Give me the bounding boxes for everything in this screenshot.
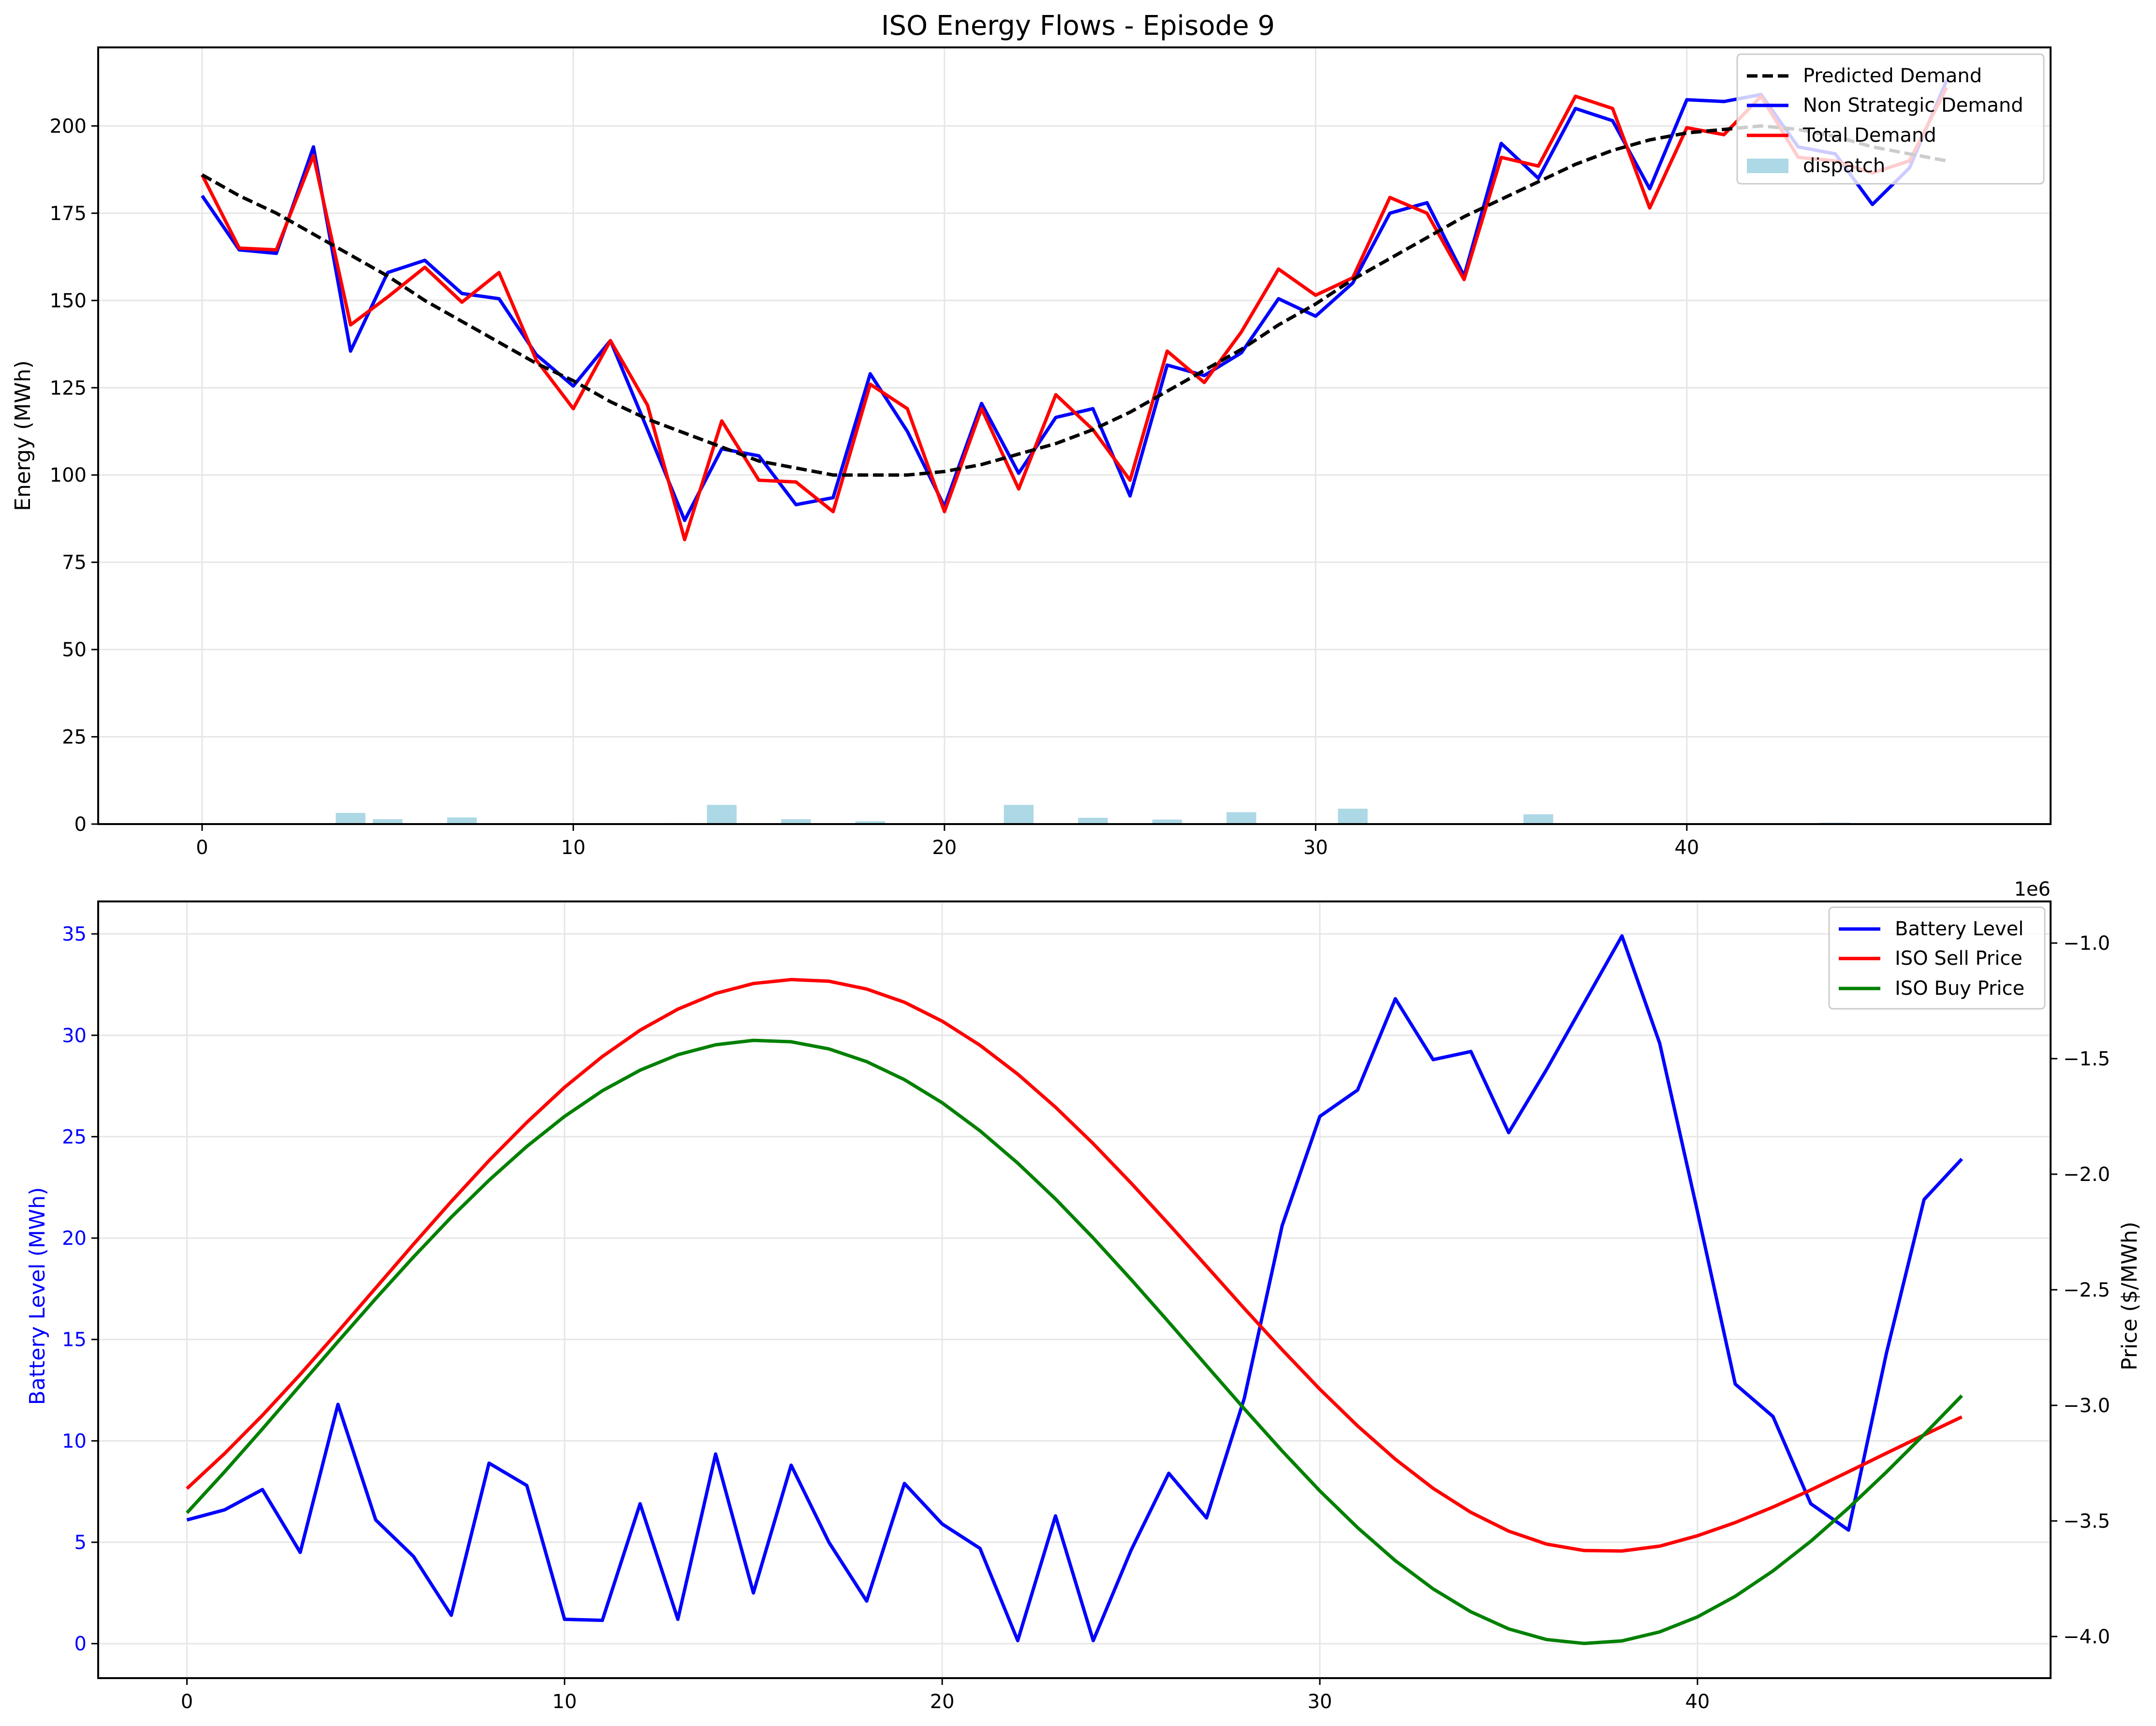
- dispatch-bar: [1152, 819, 1182, 824]
- price-y-tick-label: −4.0: [2063, 1626, 2110, 1648]
- battery-y-tick-label: 20: [62, 1227, 87, 1250]
- top-plot-frame: [97, 46, 2052, 825]
- legend-predicted-demand-label: Predicted Demand: [1803, 65, 1982, 87]
- price-y-tick-label: −1.5: [2063, 1048, 2110, 1070]
- y-tick-label: 150: [50, 290, 87, 312]
- dispatch-bar: [336, 812, 366, 824]
- top-x-ticks: 0 10 20 30 40: [196, 824, 1699, 859]
- legend-iso-buy-price-label: ISO Buy Price: [1895, 977, 2024, 1000]
- price-axis-label: Price ($/MWh): [2117, 1222, 2142, 1371]
- top-legend-box: [1736, 53, 2045, 185]
- bottom-series-lines: [185, 934, 1964, 1645]
- x-tick-label: 0: [181, 1691, 193, 1713]
- y-tick-label: 25: [62, 726, 87, 749]
- battery-y-tick-label: 15: [62, 1329, 87, 1351]
- y-tick-label: 75: [62, 552, 87, 574]
- legend-dispatch-label: dispatch: [1803, 155, 1885, 177]
- x-tick-label: 40: [1674, 837, 1699, 859]
- bottom-left-y-ticks: 0 5 10 15 20 25 30 35: [62, 923, 98, 1655]
- legend-non-strategic-demand-label: Non Strategic Demand: [1803, 94, 2023, 117]
- iso-sell-price-line: [186, 978, 1963, 1553]
- bottom-x-ticks: 0 10 20 30 40: [181, 1678, 1710, 1713]
- battery-price-chart: 0 10 20 30 40 0 5 10 15 20 25 30 35 −4.0 −3.5 −3.0 −2.…: [25, 878, 2142, 1713]
- legend-iso-sell-price-label: ISO Sell Price: [1895, 947, 2023, 970]
- top-y-axis-label: Energy (MWh): [11, 360, 35, 511]
- bottom-legend: Battery Level ISO Sell Price ISO Buy Pri…: [1828, 906, 2046, 1010]
- price-y-tick-label: −3.0: [2063, 1395, 2110, 1417]
- y-tick-label: 0: [74, 813, 87, 836]
- top-series-lines: [200, 80, 1949, 542]
- dispatch-bar: [447, 817, 477, 824]
- x-tick-label: 30: [1303, 837, 1328, 859]
- x-tick-label: 10: [552, 1691, 577, 1713]
- dispatch-bar: [781, 819, 811, 824]
- legend-dispatch-swatch: [1747, 159, 1788, 173]
- legend-battery-level-label: Battery Level: [1895, 918, 2023, 940]
- dispatch-bar: [1078, 818, 1108, 824]
- dispatch-bar: [372, 819, 403, 824]
- battery-y-tick-label: 5: [74, 1532, 87, 1554]
- bottom-grid: [98, 901, 2051, 1678]
- price-y-tick-label: −2.5: [2063, 1279, 2110, 1301]
- top-legend: Predicted Demand Non Strategic Demand To…: [1736, 53, 2045, 185]
- battery-y-tick-label: 25: [62, 1126, 87, 1148]
- price-y-tick-label: −2.0: [2063, 1164, 2110, 1186]
- top-y-ticks: 0 25 50 75 100 125 150 175 200: [50, 115, 98, 836]
- legend-total-demand-label: Total Demand: [1802, 124, 1936, 147]
- dispatch-bar: [855, 821, 886, 824]
- y-tick-label: 125: [50, 377, 87, 399]
- battery-y-tick-label: 35: [62, 923, 87, 945]
- x-tick-label: 30: [1308, 1691, 1332, 1713]
- x-tick-label: 20: [930, 1691, 955, 1713]
- bottom-legend-box: [1828, 906, 2046, 1010]
- energy-flows-chart: ISO Energy Flows - Episode 9 0 10 20 30 40 0…: [11, 10, 2052, 859]
- iso-buy-price-line: [185, 1038, 1964, 1645]
- battery-level-line: [186, 934, 1964, 1642]
- dispatch-bar: [707, 805, 737, 824]
- dispatch-bar: [1226, 812, 1256, 824]
- dispatch-bars: [336, 805, 1850, 824]
- dispatch-bar: [1004, 805, 1034, 824]
- battery-axis-label: Battery Level (MWh): [25, 1187, 50, 1405]
- chart-title: ISO Energy Flows - Episode 9: [881, 10, 1275, 42]
- y-tick-label: 175: [50, 203, 87, 225]
- bottom-right-y-ticks: −4.0 −3.5 −3.0 −2.5 −2.0 −1.5 −1.0: [2051, 932, 2110, 1648]
- price-axis-offset: 1e6: [2014, 878, 2051, 900]
- predicted-demand-line: [201, 124, 1947, 477]
- battery-y-tick-label: 10: [62, 1430, 87, 1452]
- dispatch-bar: [1523, 814, 1553, 824]
- price-y-tick-label: −3.5: [2063, 1510, 2110, 1533]
- battery-y-tick-label: 30: [62, 1025, 87, 1047]
- x-tick-label: 0: [196, 837, 208, 859]
- price-y-tick-label: −1.0: [2063, 932, 2110, 955]
- battery-y-tick-label: 0: [74, 1633, 87, 1655]
- x-tick-label: 20: [932, 837, 957, 859]
- y-tick-label: 200: [50, 115, 87, 137]
- y-tick-label: 100: [50, 464, 87, 487]
- x-tick-label: 10: [561, 837, 586, 859]
- y-tick-label: 50: [62, 639, 87, 661]
- dispatch-bar: [1338, 809, 1368, 824]
- total-demand-line: [200, 87, 1949, 542]
- x-tick-label: 40: [1685, 1691, 1710, 1713]
